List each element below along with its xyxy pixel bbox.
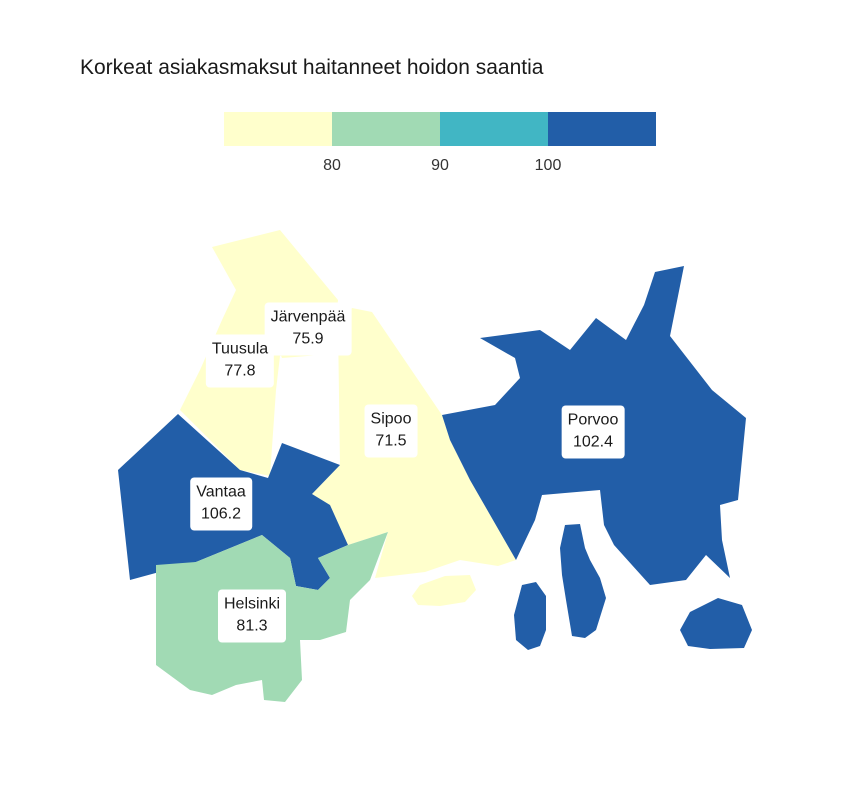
- label-tuusula: Tuusula 77.8: [205, 334, 275, 388]
- label-jarvenpaa-name: Järvenpää: [270, 308, 346, 326]
- label-sipoo: Sipoo 71.5: [364, 404, 418, 458]
- legend-swatch-4: [548, 112, 656, 146]
- legend-swatch-1: [224, 112, 332, 146]
- legend-break-3: 100: [535, 157, 562, 174]
- label-vantaa-value: 106.2: [200, 505, 242, 523]
- map-title: Korkeat asiakasmaksut haitanneet hoidon …: [80, 56, 544, 79]
- label-helsinki: Helsinki 81.3: [217, 589, 287, 643]
- label-porvoo-value: 102.4: [572, 433, 614, 451]
- legend-break-2: 90: [431, 157, 449, 174]
- legend-swatch-3: [440, 112, 548, 146]
- label-vantaa-name: Vantaa: [196, 483, 246, 501]
- label-helsinki-value: 81.3: [236, 617, 268, 635]
- region-sipoo-island[interactable]: [412, 575, 476, 606]
- color-legend: 80 90 100: [224, 112, 656, 174]
- label-vantaa: Vantaa 106.2: [190, 477, 252, 531]
- region-porvoo-island-2[interactable]: [514, 582, 546, 650]
- label-helsinki-name: Helsinki: [223, 595, 281, 613]
- region-porvoo-island-3[interactable]: [680, 598, 752, 649]
- label-jarvenpaa: Järvenpää 75.9: [264, 302, 352, 356]
- legend-break-1: 80: [323, 157, 341, 174]
- label-sipoo-value: 71.5: [375, 432, 407, 450]
- label-sipoo-name: Sipoo: [370, 410, 412, 428]
- label-porvoo-name: Porvoo: [567, 411, 619, 429]
- region-porvoo-island-1[interactable]: [560, 524, 606, 638]
- label-tuusula-name: Tuusula: [211, 340, 269, 358]
- label-porvoo: Porvoo 102.4: [561, 405, 625, 459]
- legend-swatch-2: [332, 112, 440, 146]
- label-jarvenpaa-value: 75.9: [292, 330, 324, 348]
- label-tuusula-value: 77.8: [224, 362, 256, 380]
